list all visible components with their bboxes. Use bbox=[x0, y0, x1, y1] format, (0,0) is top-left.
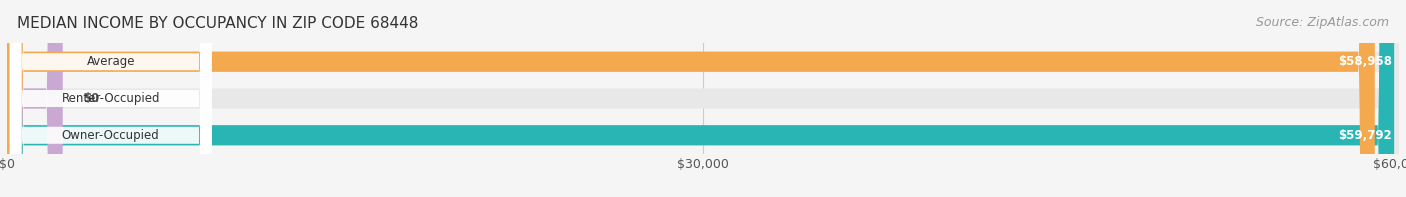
FancyBboxPatch shape bbox=[7, 0, 1395, 197]
FancyBboxPatch shape bbox=[7, 0, 1375, 197]
Text: MEDIAN INCOME BY OCCUPANCY IN ZIP CODE 68448: MEDIAN INCOME BY OCCUPANCY IN ZIP CODE 6… bbox=[17, 16, 418, 31]
FancyBboxPatch shape bbox=[10, 0, 212, 197]
FancyBboxPatch shape bbox=[7, 0, 63, 197]
FancyBboxPatch shape bbox=[10, 0, 212, 197]
FancyBboxPatch shape bbox=[10, 0, 212, 197]
FancyBboxPatch shape bbox=[7, 0, 1399, 197]
Text: $0: $0 bbox=[83, 92, 100, 105]
Text: Average: Average bbox=[87, 55, 135, 68]
FancyBboxPatch shape bbox=[7, 0, 1399, 197]
Text: Source: ZipAtlas.com: Source: ZipAtlas.com bbox=[1256, 16, 1389, 29]
Text: Owner-Occupied: Owner-Occupied bbox=[62, 129, 160, 142]
Text: $58,958: $58,958 bbox=[1339, 55, 1392, 68]
Text: Renter-Occupied: Renter-Occupied bbox=[62, 92, 160, 105]
Text: $59,792: $59,792 bbox=[1339, 129, 1392, 142]
FancyBboxPatch shape bbox=[7, 0, 1399, 197]
